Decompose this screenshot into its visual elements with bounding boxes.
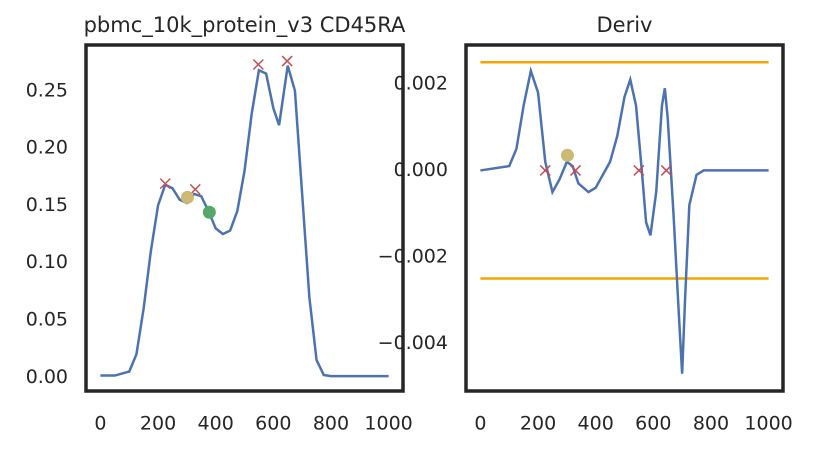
peak-marker: [660, 164, 672, 176]
line: [100, 65, 389, 378]
y-tick-label: 0.20: [26, 137, 68, 159]
x-tick-label: 600: [255, 413, 291, 435]
line: [480, 66, 769, 374]
y-tick-label: 0.10: [26, 251, 68, 273]
peak-marker: [633, 164, 645, 176]
peak-marker: [569, 164, 582, 176]
axes-frame: [84, 43, 405, 393]
x-tick-label: 200: [140, 413, 176, 435]
x-tick-label: 1000: [364, 413, 412, 435]
x-tick-label: 800: [313, 413, 349, 435]
y-tick-label: 0.00: [26, 366, 68, 388]
x-tick-label: 600: [635, 413, 671, 435]
y-tick-label: −0.004: [378, 332, 448, 354]
peak-marker: [281, 55, 293, 67]
axes-frame: [464, 43, 785, 393]
point-marker: [560, 148, 574, 162]
point-marker: [180, 190, 194, 204]
peak-marker: [159, 178, 171, 190]
x-tick-label: 200: [520, 413, 556, 435]
y-tick-label: 0.000: [394, 159, 448, 181]
y-tick-label: −0.002: [378, 245, 448, 267]
y-tick-label: 0.25: [26, 79, 68, 101]
point-marker: [202, 205, 216, 219]
x-tick-label: 0: [94, 413, 106, 435]
x-tick-label: 400: [578, 413, 614, 435]
y-tick-label: 0.002: [394, 72, 448, 94]
peak-marker: [252, 58, 264, 71]
x-tick-label: 0: [474, 413, 486, 435]
chart-title: Deriv: [597, 13, 653, 37]
y-tick-label: 0.15: [26, 194, 68, 216]
x-tick-label: 400: [198, 413, 234, 435]
y-tick-label: 0.05: [26, 308, 68, 330]
chart-title: pbmc_10k_protein_v3 CD45RA: [84, 13, 406, 38]
peak-marker: [539, 164, 551, 176]
x-tick-label: 800: [693, 413, 729, 435]
x-tick-label: 1000: [744, 413, 792, 435]
